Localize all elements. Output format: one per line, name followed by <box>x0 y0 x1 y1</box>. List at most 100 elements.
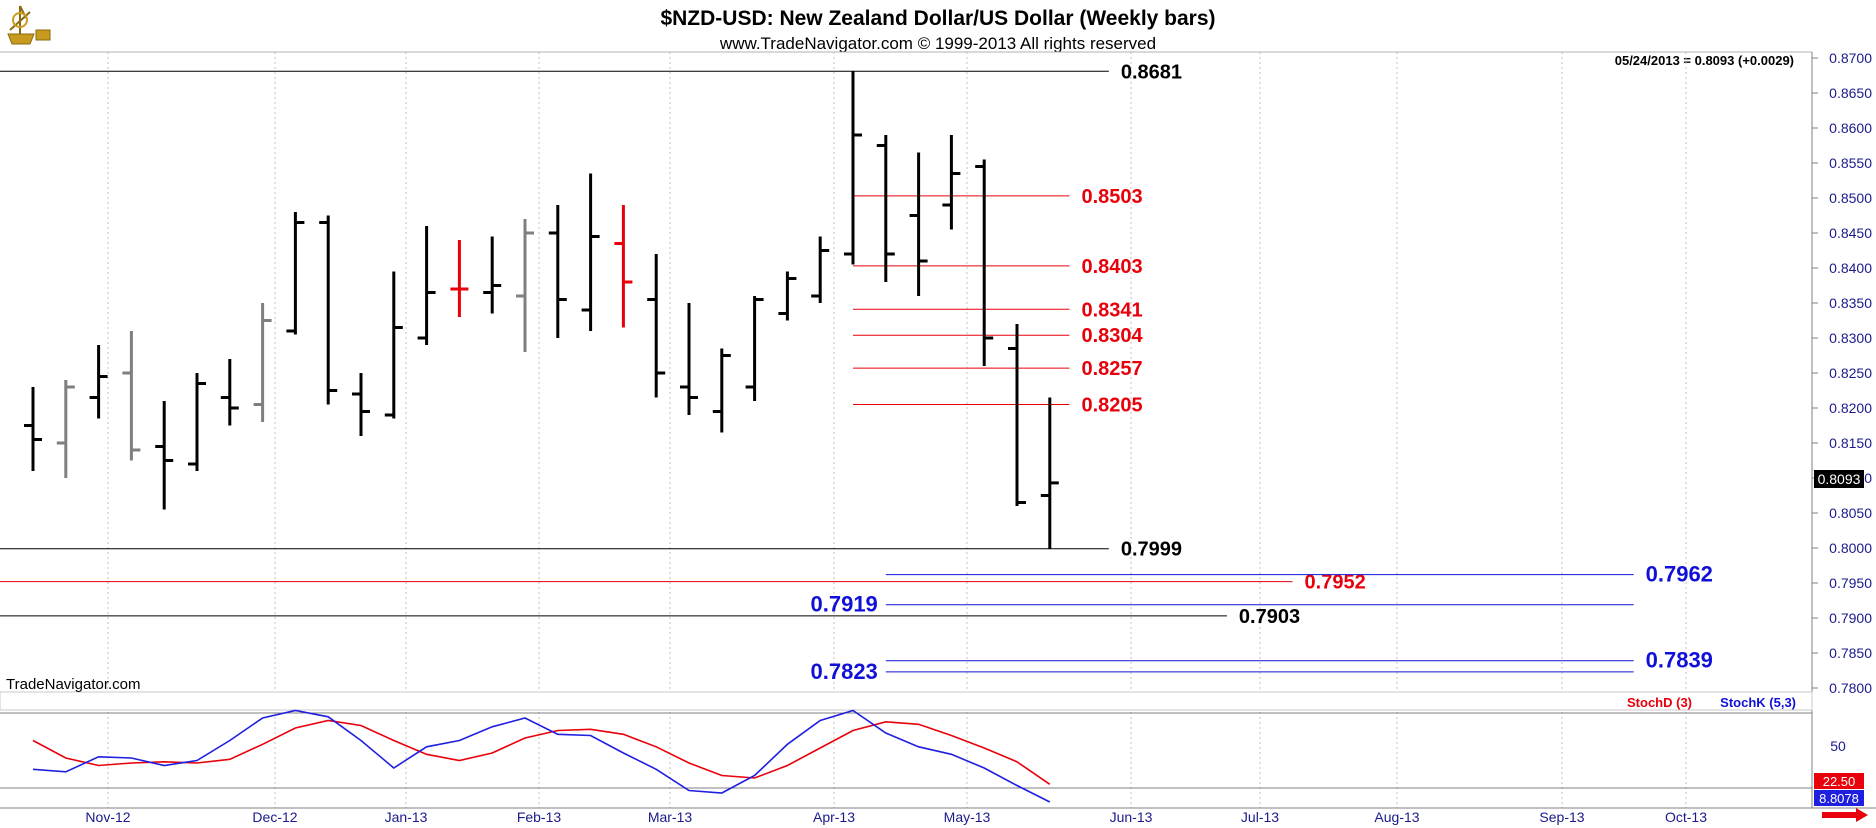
ohlc-bar <box>548 205 567 338</box>
ohlc-bar <box>745 296 764 401</box>
level-label: 0.7952 <box>1305 572 1366 594</box>
price-tick-label: 0.7850 <box>1829 645 1872 661</box>
price-tick-label: 0.8500 <box>1829 190 1872 206</box>
ohlc-bar <box>778 271 797 321</box>
legend-stochk: StochK (5,3) <box>1720 695 1796 710</box>
ohlc-bar <box>1040 397 1059 549</box>
date-tick-label: Sep-13 <box>1539 809 1584 825</box>
ohlc-bar <box>811 236 830 303</box>
price-tick-label: 0.7800 <box>1829 680 1872 696</box>
price-axis: 0.8700 0.8650 0.8600 0.8550 0.8500 0.8450 0.84… <box>1812 50 1872 696</box>
stochastic-panel <box>32 709 1051 803</box>
price-tick-label: 0.8250 <box>1829 365 1872 381</box>
level-label: 0.7919 <box>811 592 878 617</box>
price-tick-label: 0.7900 <box>1829 610 1872 626</box>
date-axis: Nov-12 Dec-12 Jan-13 Feb-13 Mar-13 Apr-13 May-… <box>85 809 1707 825</box>
ohlc-bar <box>450 240 469 317</box>
price-tick-label: 0.8350 <box>1829 295 1872 311</box>
price-tick-label: 0.8550 <box>1829 155 1872 171</box>
sextant-logo-icon <box>7 5 51 45</box>
ohlc-bar <box>155 401 174 510</box>
last-quote-label: 05/24/2013 = 0.8093 (+0.0029) <box>1615 53 1794 68</box>
stoch-gridlines <box>0 712 1812 789</box>
stoch-series-line <box>32 709 1051 803</box>
ohlc-bar <box>352 373 370 436</box>
current-price-tag <box>1814 470 1864 488</box>
ohlc-bar <box>876 135 895 282</box>
ohlc-bar <box>384 271 403 419</box>
price-tick-label: 0.8150 <box>1829 435 1872 451</box>
ohlc-bar <box>24 387 42 471</box>
price-tick-label: 0.7950 <box>1829 575 1872 591</box>
price-tick-label: 0.8200 <box>1829 400 1872 416</box>
ohlc-bar <box>647 254 666 398</box>
price-tick-label: 0.8000 <box>1829 540 1872 556</box>
date-tick-label: Aug-13 <box>1374 809 1419 825</box>
ohlc-bar <box>614 205 633 328</box>
ohlc-bar <box>319 215 338 405</box>
ohlc-bar <box>1008 324 1026 506</box>
level-label: 0.8681 <box>1121 61 1182 83</box>
date-tick-label: Apr-13 <box>813 809 855 825</box>
price-gridlines <box>107 52 1687 808</box>
ohlc-bar <box>122 331 141 461</box>
price-tick-label: 0.8300 <box>1829 330 1872 346</box>
ohlc-bar <box>909 152 928 296</box>
ohlc-bar <box>483 236 502 314</box>
price-tick-label: 0.8600 <box>1829 120 1872 136</box>
level-label: 0.8403 <box>1081 256 1142 278</box>
ohlc-bar <box>942 135 961 230</box>
date-tick-label: Oct-13 <box>1665 809 1707 825</box>
level-label: 0.8503 <box>1081 186 1142 208</box>
chart-title: $NZD-USD: New Zealand Dollar/US Dollar (… <box>660 7 1215 30</box>
watermark-label: TradeNavigator.com <box>6 676 141 693</box>
stochk-value: 8.8078 <box>1819 791 1859 806</box>
ohlc-bar <box>89 345 108 419</box>
ohlc-bar <box>581 173 600 331</box>
level-label: 0.7839 <box>1646 648 1713 673</box>
header-band <box>0 0 1876 52</box>
ohlc-bar <box>286 212 305 335</box>
level-label: 0.7823 <box>811 659 878 684</box>
ohlc-bar <box>253 303 272 422</box>
date-tick-label: Jun-13 <box>1110 809 1153 825</box>
ohlc-bar <box>712 348 731 433</box>
price-tick-label: 0.8450 <box>1829 225 1872 241</box>
stochd-value-tag <box>1814 773 1864 789</box>
stoch-tick-50: 50 <box>1830 738 1846 754</box>
ohlc-bar <box>417 226 436 345</box>
level-label: 0.8257 <box>1081 358 1142 380</box>
ohlc-bar <box>220 359 239 426</box>
stochk-value-tag <box>1814 790 1864 806</box>
scroll-right-arrow-icon[interactable] <box>1822 808 1868 822</box>
ohlc-bar <box>844 71 862 265</box>
stoch-series-line <box>32 719 1051 785</box>
level-label: 0.8341 <box>1081 299 1142 321</box>
date-tick-label: Jan-13 <box>385 809 428 825</box>
chart-subtitle: www.TradeNavigator.com © 1999-2013 All r… <box>719 34 1156 53</box>
level-label: 0.7903 <box>1239 606 1300 628</box>
support-resistance-levels: 0.8681 0.7999 0.7903 0.8503 0.8403 0.8341 0.83… <box>0 61 1713 684</box>
panel-separator <box>0 691 1813 711</box>
price-tick-label: 0.8700 <box>1829 50 1872 66</box>
date-tick-label: Mar-13 <box>648 809 693 825</box>
ohlc-bar <box>56 380 75 478</box>
ohlc-bars <box>24 71 1059 549</box>
stochd-value: 22.50 <box>1823 774 1856 789</box>
price-tick-label: 0.8400 <box>1829 260 1872 276</box>
legend-stochd: StochD (3) <box>1627 695 1692 710</box>
ohlc-bar <box>975 159 994 366</box>
level-label: 0.7962 <box>1646 562 1713 587</box>
level-label: 0.7999 <box>1121 539 1182 561</box>
date-tick-label: May-13 <box>944 809 991 825</box>
price-tick-label: 0.8650 <box>1829 85 1872 101</box>
date-tick-label: Feb-13 <box>517 809 562 825</box>
ohlc-bar <box>516 219 534 352</box>
level-label: 0.8205 <box>1081 395 1142 417</box>
current-price-label: 0.8093 <box>1818 471 1861 487</box>
date-tick-label: Dec-12 <box>252 809 297 825</box>
date-tick-label: Nov-12 <box>85 809 130 825</box>
price-tick-label: 0.8050 <box>1829 505 1872 521</box>
